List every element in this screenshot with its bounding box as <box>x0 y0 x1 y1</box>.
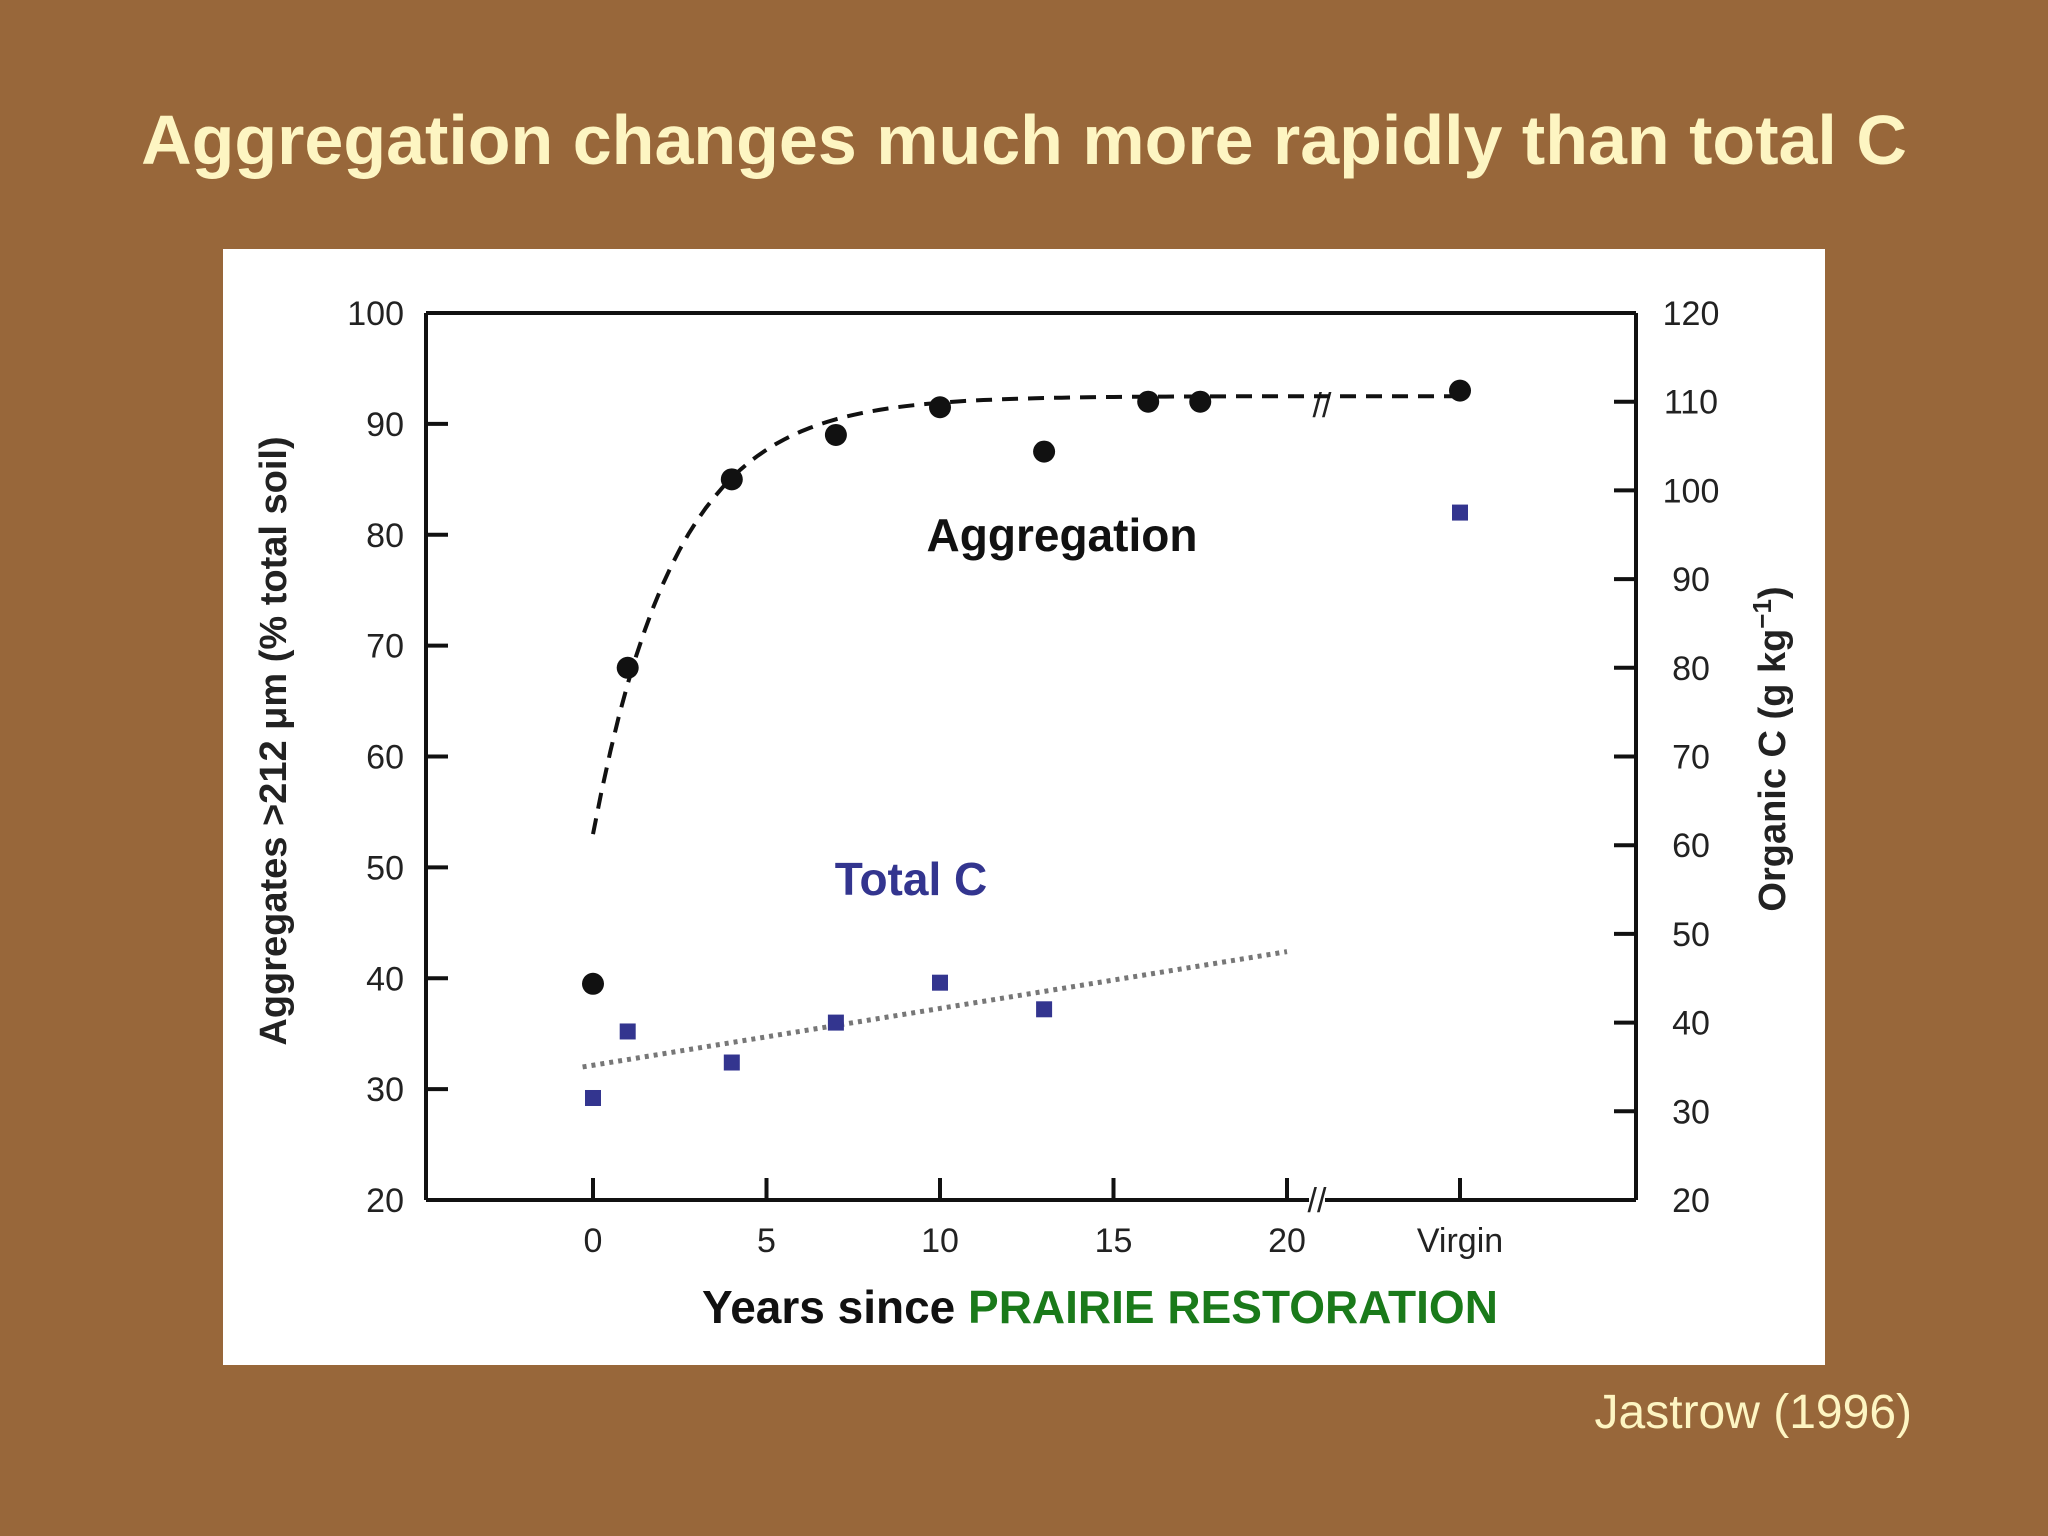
aggregation-point <box>1189 390 1212 413</box>
aggregation-point <box>582 972 604 995</box>
x-tick-label: 10 <box>921 1222 959 1260</box>
left-tick-label: 80 <box>366 517 404 555</box>
series-labels: Aggregation Total C <box>835 509 1198 905</box>
x-axis-title-highlight: PRAIRIE RESTORATION <box>968 1281 1498 1333</box>
aggregation-point <box>1033 440 1056 463</box>
left-axis-ticks: 20 30 40 50 60 70 80 90 100 <box>347 295 448 1220</box>
data-points <box>582 379 1471 1106</box>
right-tick-label: 60 <box>1672 827 1710 865</box>
total-c-point <box>1036 1001 1053 1018</box>
left-tick-label: 60 <box>366 739 404 777</box>
right-tick-label: 20 <box>1672 1182 1710 1220</box>
x-axis-break-mark: // <box>1308 1182 1327 1220</box>
plot-frame: // // <box>424 311 1638 1220</box>
aggregation-series-label: Aggregation <box>927 509 1198 561</box>
aggregation-point <box>616 656 639 679</box>
right-tick-label: 50 <box>1672 916 1710 954</box>
left-tick-label: 30 <box>366 1071 404 1109</box>
left-tick-label: 100 <box>347 295 404 333</box>
x-tick-label: 5 <box>757 1222 776 1260</box>
left-tick-label: 40 <box>366 960 404 998</box>
aggregation-point <box>824 423 847 446</box>
total-c-point <box>932 974 948 991</box>
aggregation-trend-line <box>591 394 1461 835</box>
right-axis-title-main: Organic C (g kg <box>1752 629 1794 912</box>
aggregation-point <box>720 468 743 491</box>
right-tick-label: 110 <box>1664 384 1718 422</box>
x-axis-title: Years since PRAIRIE RESTORATION <box>702 1281 1498 1333</box>
x-tick-label: Virgin <box>1417 1222 1503 1260</box>
total-c-series-label: Total C <box>835 853 987 905</box>
total-c-point <box>827 1014 844 1031</box>
right-axis-ticks: 20 30 40 50 60 70 80 90 100 110 120 <box>1614 295 1719 1220</box>
citation: Jastrow (1996) <box>1594 1386 1912 1439</box>
total-c-point <box>1452 504 1468 521</box>
right-tick-label: 100 <box>1663 472 1720 510</box>
trend-break-mark: // <box>1313 387 1332 425</box>
right-tick-label: 30 <box>1672 1093 1710 1131</box>
right-tick-label: 40 <box>1672 1005 1710 1043</box>
trend-lines <box>582 394 1461 1070</box>
right-tick-label: 80 <box>1672 650 1710 688</box>
x-tick-label: 15 <box>1095 1222 1133 1260</box>
right-tick-label: 90 <box>1672 561 1710 599</box>
right-axis-title-sup: −1 <box>1747 599 1777 629</box>
left-tick-label: 90 <box>366 406 404 444</box>
x-tick-label: 20 <box>1268 1222 1306 1260</box>
slide-title: Aggregation changes much more rapidly th… <box>141 101 1907 179</box>
x-tick-label: 0 <box>584 1222 603 1260</box>
right-tick-label: 120 <box>1663 295 1720 333</box>
right-axis-title-end: ) <box>1752 586 1794 599</box>
total-c-point <box>619 1023 636 1040</box>
right-tick-label: 70 <box>1672 739 1710 777</box>
x-axis-ticks: 0 5 10 15 20 Virgin <box>584 1178 1503 1260</box>
total-c-point <box>585 1089 601 1106</box>
left-axis-title: Aggregates >212 μm (% total soil) <box>253 436 295 1045</box>
left-tick-label: 70 <box>366 628 404 666</box>
left-tick-label: 50 <box>366 849 404 887</box>
x-axis-title-prefix: Years since <box>702 1281 968 1333</box>
left-tick-label: 20 <box>366 1182 404 1220</box>
aggregation-point <box>1449 379 1471 402</box>
total-c-point <box>723 1054 740 1071</box>
aggregation-point <box>929 396 951 419</box>
right-axis-title: Organic C (g kg−1) <box>1747 586 1794 911</box>
chart-panel: //// 20 30 40 50 60 70 80 90 100 20 30 40 50 60 70 80 9… <box>223 249 1825 1365</box>
aggregation-point <box>1137 390 1160 413</box>
total-c-trend-line <box>582 949 1288 1070</box>
